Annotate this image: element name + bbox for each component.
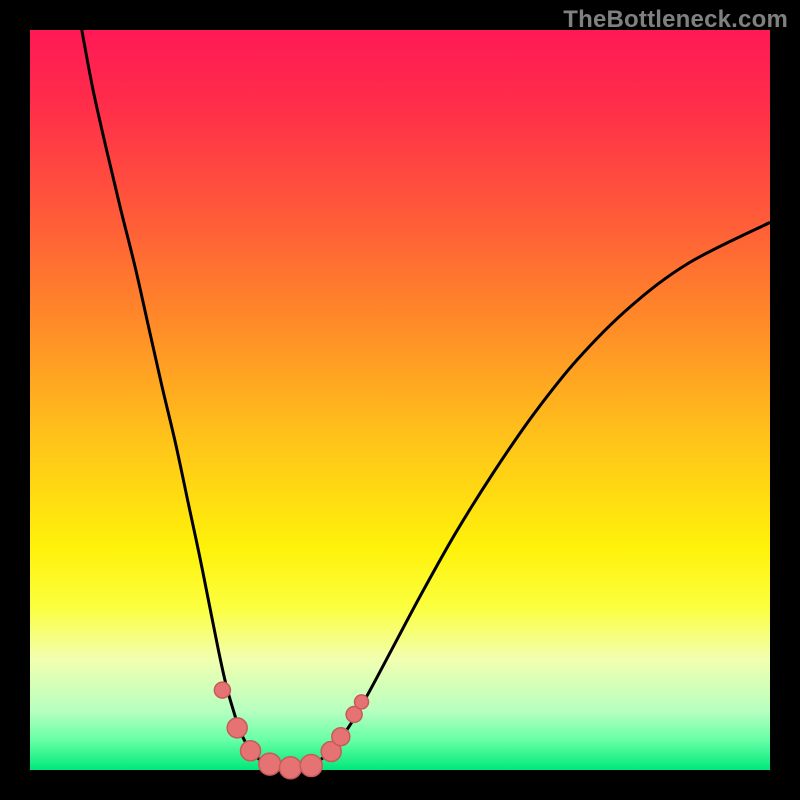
curve-marker (214, 682, 230, 698)
curve-marker (355, 695, 369, 709)
curve-marker (279, 757, 301, 779)
bottleneck-chart (0, 0, 800, 800)
curve-marker (227, 718, 247, 738)
curve-marker (259, 753, 281, 775)
chart-background (30, 30, 770, 770)
curve-marker (332, 728, 350, 746)
curve-marker (241, 741, 261, 761)
curve-marker (300, 755, 322, 777)
watermark-text: TheBottleneck.com (563, 6, 788, 34)
